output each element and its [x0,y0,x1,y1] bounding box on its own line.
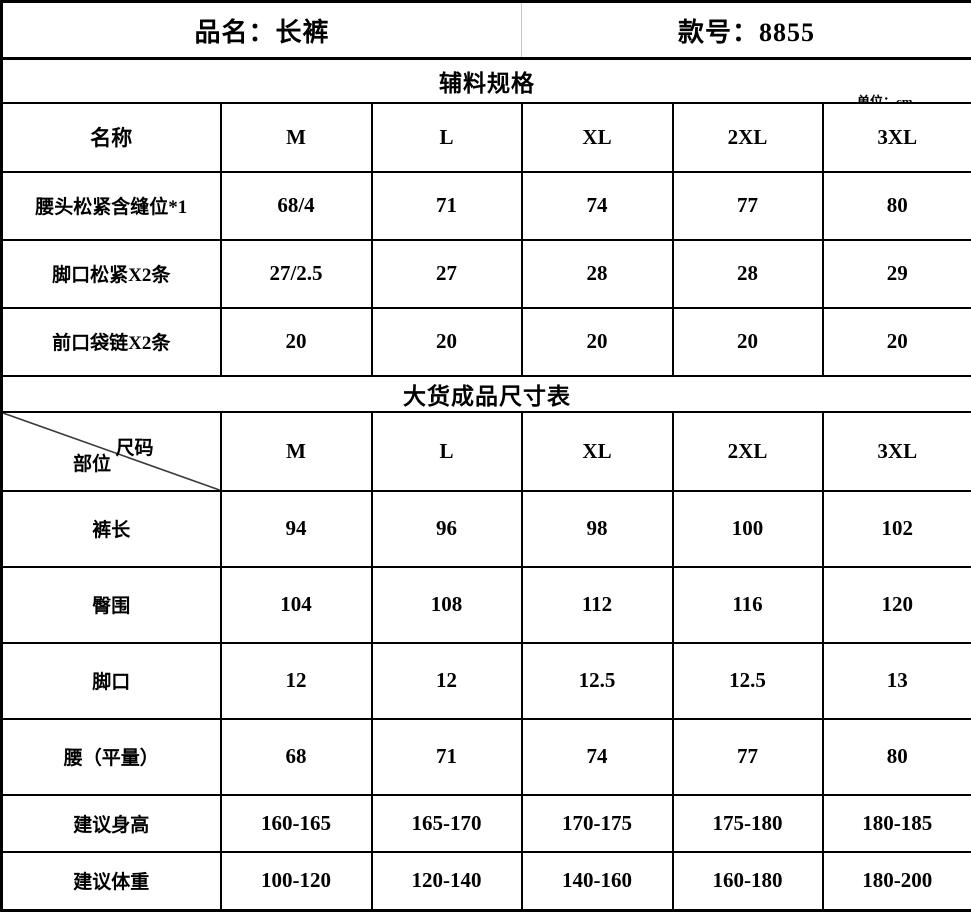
value-cell: 13 [823,643,971,719]
row-label: 臀围 [2,567,221,643]
value-cell: 29 [823,240,971,308]
value-cell: 180-200 [823,852,971,911]
value-cell: 12.5 [522,643,673,719]
accessory-column-header: XL [522,103,673,172]
value-cell: 20 [221,308,372,376]
diagonal-header-cell: 尺码 部位 [2,412,221,491]
accessory-column-header: M [221,103,372,172]
value-cell: 180-185 [823,795,971,852]
size-section-cell: 大货成品尺寸表 [2,376,971,412]
title-row: 品名：长裤 款号：8855 [2,2,971,59]
value-cell: 27/2.5 [221,240,372,308]
value-cell: 120 [823,567,971,643]
value-cell: 28 [522,240,673,308]
accessory-column-header: 3XL [823,103,971,172]
row-label: 建议身高 [2,795,221,852]
value-cell: 160-180 [673,852,823,911]
value-cell: 68/4 [221,172,372,240]
row-label: 脚口 [2,643,221,719]
value-cell: 175-180 [673,795,823,852]
value-cell: 116 [673,567,823,643]
value-cell: 12 [372,643,522,719]
value-cell: 28 [673,240,823,308]
value-cell: 100-120 [221,852,372,911]
value-cell: 80 [823,719,971,795]
value-cell: 102 [823,491,971,567]
corner-label-size: 尺码 [115,433,153,460]
accessory-section-cell: 辅料规格 单位：cm [2,59,971,103]
accessory-section-row: 辅料规格 单位：cm [2,59,971,103]
size-column-header: XL [522,412,673,491]
value-cell: 98 [522,491,673,567]
value-cell: 96 [372,491,522,567]
value-cell: 112 [522,567,673,643]
unit-note-clipped: 单位：cm [857,94,927,102]
value-cell: 71 [372,172,522,240]
value-cell: 20 [372,308,522,376]
size-column-header: M [221,412,372,491]
row-label: 腰（平量） [2,719,221,795]
value-cell: 140-160 [522,852,673,911]
diagonal-line [3,413,220,490]
value-cell: 80 [823,172,971,240]
value-cell: 12.5 [673,643,823,719]
product-name-cell: 品名：长裤 [2,2,522,59]
value-cell: 12 [221,643,372,719]
value-cell: 100 [673,491,823,567]
value-cell: 27 [372,240,522,308]
value-cell: 104 [221,567,372,643]
value-cell: 108 [372,567,522,643]
unit-note-text: 单位：cm [857,94,913,102]
row-label: 前口袋链X2条 [2,308,221,376]
size-section-row: 大货成品尺寸表 [2,376,971,412]
value-cell: 165-170 [372,795,522,852]
value-cell: 20 [522,308,673,376]
style-number-cell: 款号：8855 [522,2,971,59]
row-label: 建议体重 [2,852,221,911]
value-cell: 74 [522,719,673,795]
value-cell: 71 [372,719,522,795]
row-label: 腰头松紧含缝位*1 [2,172,221,240]
size-column-header: 3XL [823,412,971,491]
value-cell: 160-165 [221,795,372,852]
accessory-column-header: L [372,103,522,172]
corner-label-part: 部位 [73,449,111,476]
row-label: 裤长 [2,491,221,567]
value-cell: 120-140 [372,852,522,911]
value-cell: 77 [673,719,823,795]
value-cell: 170-175 [522,795,673,852]
value-cell: 20 [673,308,823,376]
value-cell: 20 [823,308,971,376]
value-cell: 68 [221,719,372,795]
accessory-specs-title: 辅料规格 [439,71,535,96]
accessory-column-header: 2XL [673,103,823,172]
row-label: 脚口松紧X2条 [2,240,221,308]
value-cell: 94 [221,491,372,567]
size-column-header: 2XL [673,412,823,491]
accessory-column-header: 名称 [2,103,221,172]
size-column-header: L [372,412,522,491]
value-cell: 77 [673,172,823,240]
size-table-title: 大货成品尺寸表 [403,384,571,409]
value-cell: 74 [522,172,673,240]
